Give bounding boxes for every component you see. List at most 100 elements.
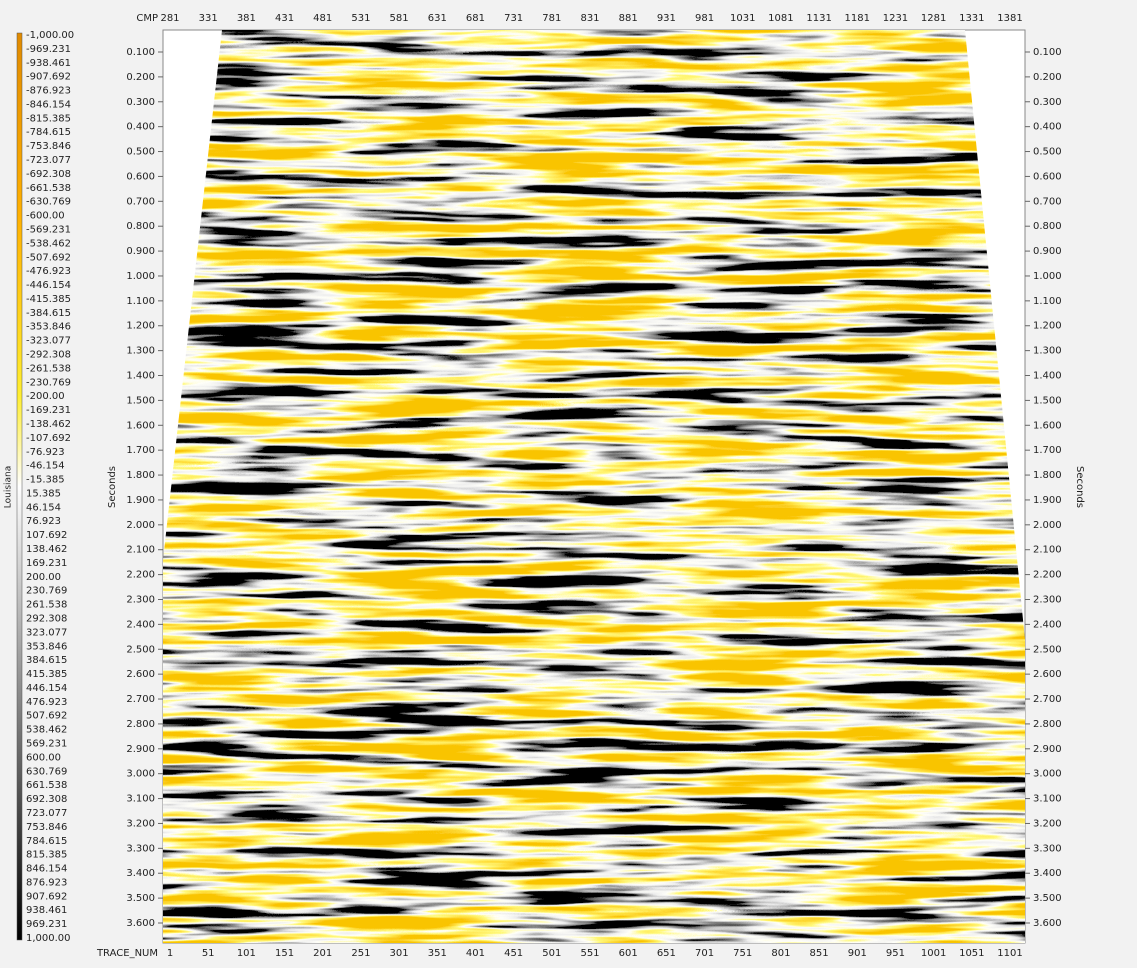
left-tick-label: 0.900 bbox=[126, 246, 155, 257]
top-tick-label: 531 bbox=[351, 13, 370, 24]
colorbar-label: 600.00 bbox=[26, 752, 61, 763]
colorbar-label: 753.846 bbox=[26, 822, 67, 833]
left-tick-label: 1.200 bbox=[126, 321, 155, 332]
colorbar-label: -384.615 bbox=[26, 308, 71, 319]
colorbar-label: 938.461 bbox=[26, 905, 67, 916]
left-tick-label: 0.300 bbox=[126, 97, 155, 108]
colorbar-label: 138.462 bbox=[26, 544, 67, 555]
colorbar-label: -661.538 bbox=[26, 183, 71, 194]
top-tick-label: 781 bbox=[542, 13, 561, 24]
colorbar-label: -569.231 bbox=[26, 224, 71, 235]
colorbar-label: 200.00 bbox=[26, 572, 61, 583]
colorbar-label: 323.077 bbox=[26, 627, 67, 638]
right-tick-label: 2.800 bbox=[1033, 719, 1062, 730]
top-tick-label: 1031 bbox=[730, 13, 755, 24]
colorbar-label: -76.923 bbox=[26, 447, 65, 458]
left-tick-label: 3.200 bbox=[126, 818, 155, 829]
colorbar-label: -107.692 bbox=[26, 433, 71, 444]
top-tick-label: 881 bbox=[619, 13, 638, 24]
left-tick-label: 1.300 bbox=[126, 346, 155, 357]
colorbar-title: Louisiana bbox=[4, 466, 14, 509]
colorbar-label: -630.769 bbox=[26, 197, 71, 208]
top-tick-label: 381 bbox=[237, 13, 256, 24]
colorbar-label: -323.077 bbox=[26, 336, 71, 347]
left-tick-label: 2.000 bbox=[126, 520, 155, 531]
colorbar-label: -723.077 bbox=[26, 155, 71, 166]
left-tick-label: 2.900 bbox=[126, 744, 155, 755]
left-tick-label: 0.600 bbox=[126, 171, 155, 182]
right-tick-label: 2.200 bbox=[1033, 570, 1062, 581]
left-tick-label: 1.500 bbox=[126, 395, 155, 406]
left-tick-label: 2.500 bbox=[126, 644, 155, 655]
colorbar-label: 846.154 bbox=[26, 864, 67, 875]
right-tick-label: 2.600 bbox=[1033, 669, 1062, 680]
right-tick-label: 0.200 bbox=[1033, 72, 1062, 83]
top-tick-label: 1381 bbox=[997, 13, 1022, 24]
top-tick-label: 481 bbox=[313, 13, 332, 24]
top-tick-label: 281 bbox=[160, 13, 179, 24]
colorbar-label: -1,000.00 bbox=[26, 30, 74, 41]
colorbar-label: -969.231 bbox=[26, 44, 71, 55]
colorbar-label: -15.385 bbox=[26, 475, 65, 486]
colorbar-label: -292.308 bbox=[26, 350, 71, 361]
seismic-traces bbox=[163, 30, 1025, 943]
bottom-axis-label: TRACE_NUM bbox=[96, 948, 158, 959]
right-tick-label: 1.700 bbox=[1033, 445, 1062, 456]
bottom-tick-label: 851 bbox=[810, 948, 829, 959]
colorbar-label: -230.769 bbox=[26, 377, 71, 388]
colorbar-label: 15.385 bbox=[26, 488, 61, 499]
colorbar-label: -46.154 bbox=[26, 461, 65, 472]
top-tick-label: 331 bbox=[199, 13, 218, 24]
colorbar-label: 107.692 bbox=[26, 530, 67, 541]
colorbar-label: -200.00 bbox=[26, 391, 65, 402]
colorbar-label: -600.00 bbox=[26, 211, 65, 222]
colorbar-label: 569.231 bbox=[26, 739, 67, 750]
left-tick-label: 1.400 bbox=[126, 371, 155, 382]
left-tick-label: 2.600 bbox=[126, 669, 155, 680]
colorbar-label: -815.385 bbox=[26, 113, 71, 124]
right-tick-label: 2.400 bbox=[1033, 619, 1062, 630]
colorbar-label: 538.462 bbox=[26, 725, 67, 736]
bottom-tick-label: 601 bbox=[619, 948, 638, 959]
colorbar-label: -446.154 bbox=[26, 280, 71, 291]
right-tick-label: 0.600 bbox=[1033, 171, 1062, 182]
left-tick-label: 3.000 bbox=[126, 769, 155, 780]
right-tick-label: 3.300 bbox=[1033, 843, 1062, 854]
right-tick-label: 2.500 bbox=[1033, 644, 1062, 655]
colorbar-label: -415.385 bbox=[26, 294, 71, 305]
bottom-tick-label: 1001 bbox=[921, 948, 946, 959]
colorbar-label: 907.692 bbox=[26, 891, 67, 902]
right-tick-label: 2.100 bbox=[1033, 545, 1062, 556]
colorbar-label: 661.538 bbox=[26, 780, 67, 791]
bottom-tick-label: 401 bbox=[466, 948, 485, 959]
left-tick-label: 3.400 bbox=[126, 868, 155, 879]
bottom-tick-label: 201 bbox=[313, 948, 332, 959]
colorbar-label: -169.231 bbox=[26, 405, 71, 416]
colorbar-label: 1,000.00 bbox=[26, 933, 71, 944]
colorbar-label: 969.231 bbox=[26, 919, 67, 930]
right-tick-label: 1.200 bbox=[1033, 321, 1062, 332]
left-tick-label: 1.800 bbox=[126, 470, 155, 481]
colorbar-label: 230.769 bbox=[26, 586, 67, 597]
right-tick-label: 2.000 bbox=[1033, 520, 1062, 531]
colorbar-label: -907.692 bbox=[26, 72, 71, 83]
seismic-image bbox=[163, 30, 1025, 943]
top-tick-label: 1231 bbox=[883, 13, 908, 24]
bottom-tick-label: 901 bbox=[848, 948, 867, 959]
bottom-tick-label: 701 bbox=[695, 948, 714, 959]
right-tick-label: 1.600 bbox=[1033, 420, 1062, 431]
right-tick-label: 1.800 bbox=[1033, 470, 1062, 481]
bottom-tick-label: 51 bbox=[202, 948, 215, 959]
right-tick-label: 2.300 bbox=[1033, 594, 1062, 605]
top-tick-label: 931 bbox=[657, 13, 676, 24]
right-tick-label: 3.600 bbox=[1033, 918, 1062, 929]
right-tick-label: 1.000 bbox=[1033, 271, 1062, 282]
right-tick-label: 0.800 bbox=[1033, 221, 1062, 232]
left-tick-label: 3.500 bbox=[126, 893, 155, 904]
left-tick-label: 2.800 bbox=[126, 719, 155, 730]
colorbar-label: 76.923 bbox=[26, 516, 61, 527]
left-tick-label: 0.400 bbox=[126, 122, 155, 133]
right-tick-label: 2.700 bbox=[1033, 694, 1062, 705]
right-tick-label: 1.400 bbox=[1033, 371, 1062, 382]
right-axis-label: Seconds bbox=[1074, 466, 1085, 508]
